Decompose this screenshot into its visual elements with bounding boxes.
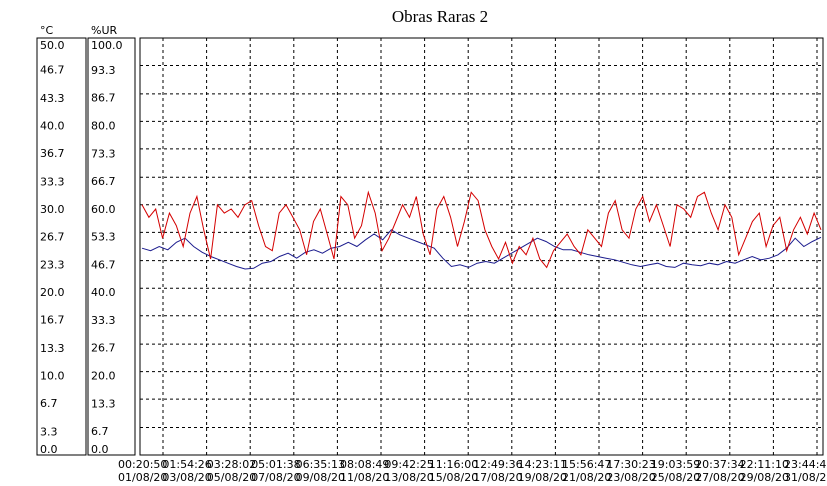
x-tick-label: 01:54:26 <box>162 458 211 471</box>
y-tick-label: 43.3 <box>40 92 65 105</box>
x-tick-date: 11/08/20 <box>340 471 389 484</box>
x-tick-date: 01/08/20 <box>118 471 167 484</box>
y2-tick-label: 53.3 <box>91 231 116 244</box>
y-axis-label: °C <box>40 24 54 37</box>
x-tick-date: 19/08/20 <box>518 471 567 484</box>
x-tick-label: 19:03:59 <box>651 458 700 471</box>
y2-tick-label: 0.0 <box>91 443 109 456</box>
x-tick-date: 23/08/20 <box>606 471 655 484</box>
y2-tick-label: 80.0 <box>91 119 116 132</box>
y-tick-label: 0.0 <box>40 443 58 456</box>
plot-area <box>139 37 824 456</box>
x-tick-date: 15/08/20 <box>429 471 478 484</box>
y2-tick-label: 26.7 <box>91 342 116 355</box>
y2-tick-label: 60.0 <box>91 203 116 216</box>
chart-title: Obras Raras 2 <box>392 7 488 26</box>
x-tick-date: 31/08/201 <box>784 471 827 484</box>
x-tick-date: 21/08/20 <box>562 471 611 484</box>
x-tick-label: 17:30:23 <box>606 458 655 471</box>
y2-tick-label: 46.7 <box>91 258 116 271</box>
x-tick-date: 05/08/20 <box>207 471 256 484</box>
x-tick-date: 17/08/20 <box>473 471 522 484</box>
y-tick-label: 36.7 <box>40 147 65 160</box>
x-tick-date: 09/08/20 <box>296 471 345 484</box>
x-tick-label: 20:37:34 <box>695 458 744 471</box>
x-tick-label: 06:35:13 <box>296 458 345 471</box>
y-tick-label: 16.7 <box>40 314 65 327</box>
x-tick-date: 07/08/20 <box>251 471 300 484</box>
x-tick-date: 25/08/20 <box>651 471 700 484</box>
y-axis-box <box>36 37 87 456</box>
y-tick-label: 33.3 <box>40 175 65 188</box>
y2-tick-label: 6.7 <box>91 425 109 438</box>
x-tick-date: 27/08/20 <box>695 471 744 484</box>
x-tick-label: 00:20:50 <box>118 458 167 471</box>
y2-axis-box <box>87 37 136 456</box>
x-tick-label: 05:01:38 <box>251 458 300 471</box>
series-line <box>141 190 822 269</box>
x-tick-label: 14:23:11 <box>518 458 567 471</box>
y2-tick-label: 93.3 <box>91 64 116 77</box>
x-tick-label: 22:11:10 <box>740 458 789 471</box>
y-tick-label: 50.0 <box>40 39 65 52</box>
y-tick-label: 40.0 <box>40 119 65 132</box>
y2-tick-label: 20.0 <box>91 370 116 383</box>
y-tick-label: 3.3 <box>40 425 58 438</box>
x-tick-label: 08:08:49 <box>340 458 389 471</box>
y-tick-label: 6.7 <box>40 397 58 410</box>
x-tick-label: 11:16:00 <box>429 458 478 471</box>
x-tick-date: 29/08/20 <box>740 471 789 484</box>
x-tick-label: 15:56:47 <box>562 458 611 471</box>
y-tick-label: 23.3 <box>40 259 65 272</box>
x-tick-label: 09:42:25 <box>384 458 433 471</box>
x-tick-date: 13/08/20 <box>384 471 433 484</box>
x-tick-label: 12:49:36 <box>473 458 522 471</box>
y2-tick-label: 13.3 <box>91 398 116 411</box>
y-tick-label: 46.7 <box>40 64 65 77</box>
y-tick-label: 20.0 <box>40 286 65 299</box>
y-tick-label: 26.7 <box>40 230 65 243</box>
x-tick-label: 03:28:02 <box>207 458 256 471</box>
y2-tick-label: 33.3 <box>91 314 116 327</box>
x-tick-date: 03/08/20 <box>162 471 211 484</box>
y2-tick-label: 40.0 <box>91 286 116 299</box>
y2-tick-label: 100.0 <box>91 39 123 52</box>
y-tick-label: 30.0 <box>40 203 65 216</box>
y2-tick-label: 66.7 <box>91 175 116 188</box>
series-line <box>141 229 822 270</box>
y2-tick-label: 86.7 <box>91 91 116 104</box>
y-tick-label: 13.3 <box>40 342 65 355</box>
x-tick-label: 23:44:46 <box>784 458 827 471</box>
y2-tick-label: 73.3 <box>91 147 116 160</box>
y2-axis-label: %UR <box>91 24 118 37</box>
y-tick-label: 10.0 <box>40 370 65 383</box>
